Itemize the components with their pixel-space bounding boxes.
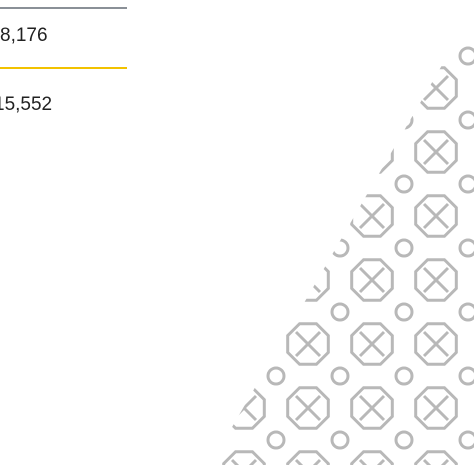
divider-gray [0, 7, 127, 9]
divider-yellow [0, 67, 127, 69]
value-text: 15,552 [0, 94, 53, 115]
value-text: 8,176 [0, 25, 48, 46]
